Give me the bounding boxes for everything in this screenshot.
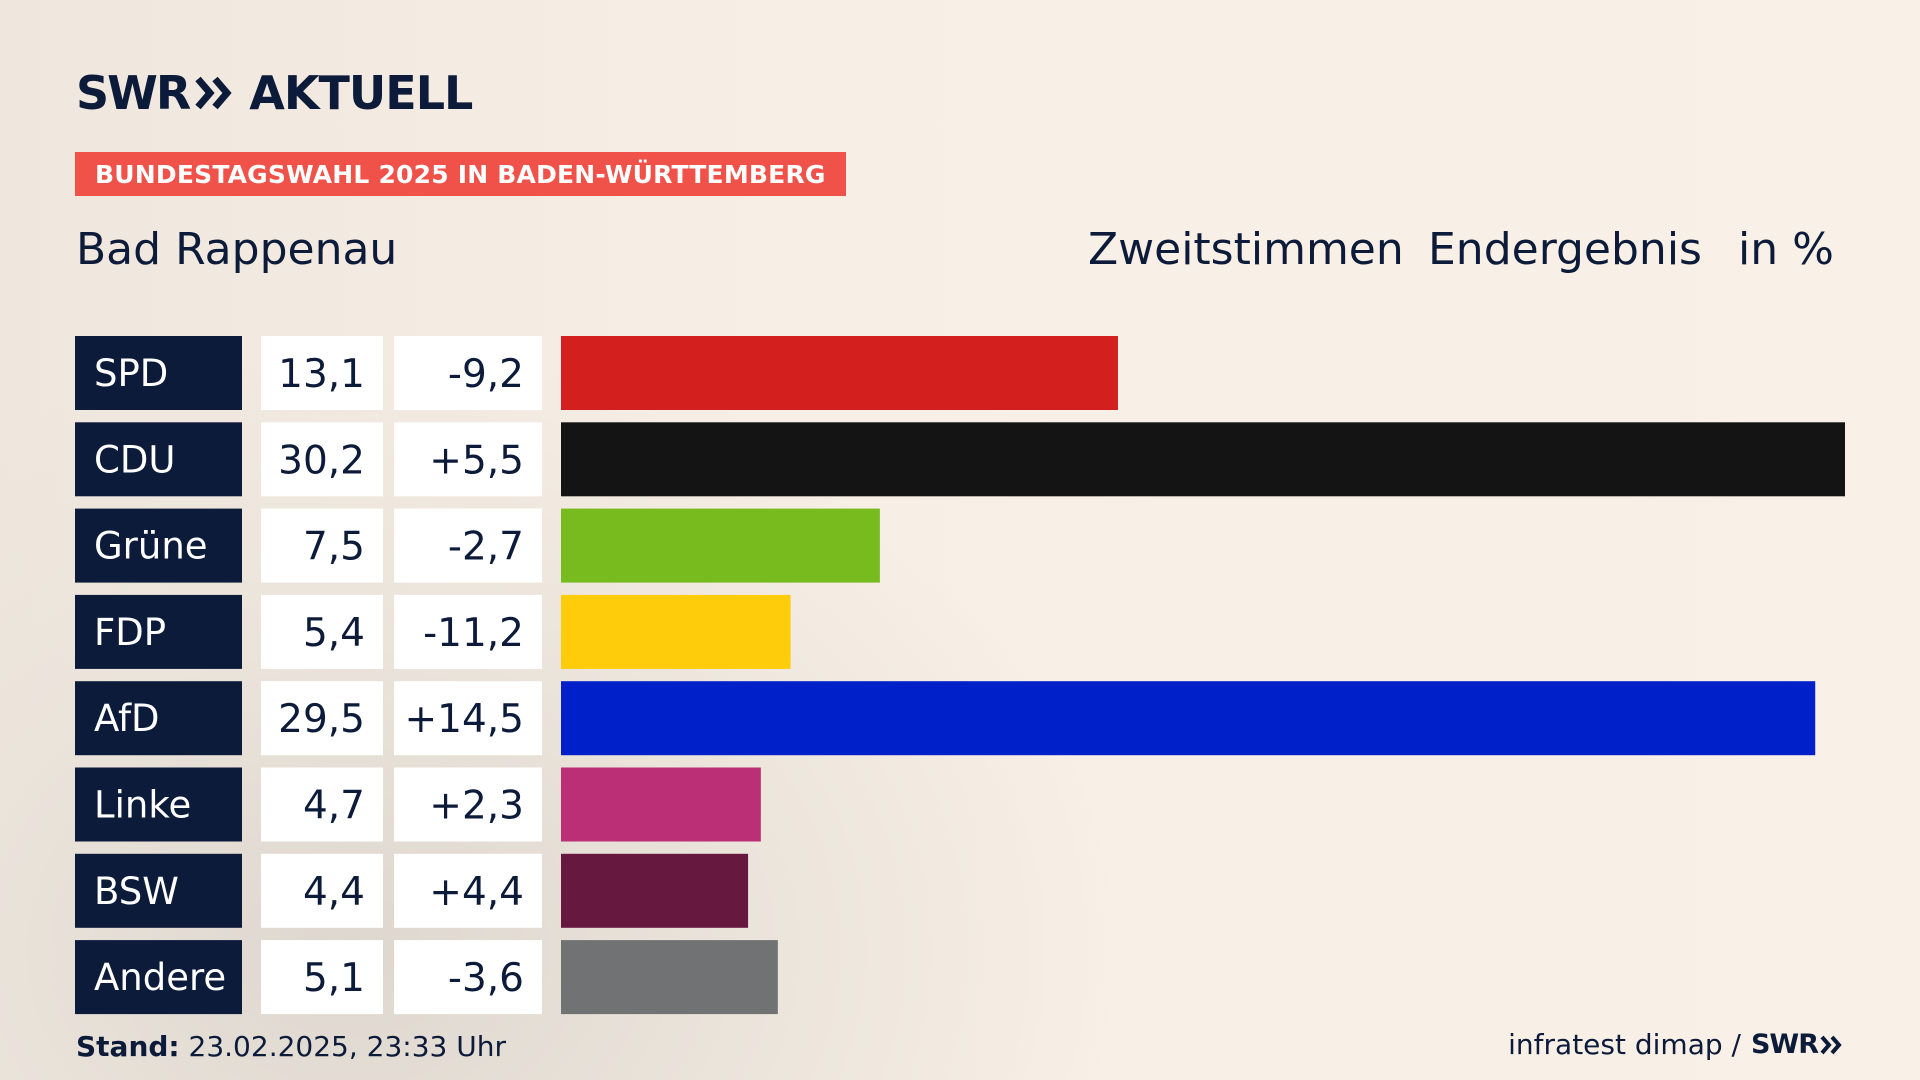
change-box-gr-ne: [394, 508, 542, 583]
value-box-bsw: [261, 853, 383, 928]
value-box-spd: [261, 336, 383, 410]
value-box-linke: [261, 767, 383, 842]
value-label-andere: 5,1: [303, 956, 365, 1001]
double-chevron-icon: [195, 76, 232, 110]
source-brand: SWR: [1750, 1029, 1819, 1060]
swr-aktuell-logo: SWR AKTUELL: [76, 66, 473, 120]
change-label-gr-ne: -2,7: [448, 525, 524, 570]
change-label-spd: -9,2: [448, 352, 524, 397]
vote-type-label: Zweitstimmen: [1088, 224, 1404, 275]
change-box-linke: [394, 767, 542, 842]
results-bar-chart: SPD 13,1 -9,2 CDU 30,2 +5,5 Grüne 7,5 -2,7 FDP 5,4…: [75, 336, 1845, 1015]
election-banner: BUNDESTAGSWAHL 2025 IN BADEN-WÜRTTEMBERG: [75, 152, 846, 196]
bar-gr-ne: [561, 508, 880, 583]
change-box-afd: [394, 681, 542, 756]
change-label-fdp: -11,2: [423, 611, 524, 656]
change-box-fdp: [394, 594, 542, 669]
value-label-spd: 13,1: [278, 352, 365, 397]
bar-fdp: [561, 594, 791, 669]
value-label-cdu: 30,2: [278, 438, 365, 483]
party-label-fdp: FDP: [94, 611, 166, 654]
change-box-andere: [394, 940, 542, 1015]
source-text: infratest dimap /: [1508, 1028, 1741, 1061]
stand-label: Stand:: [76, 1030, 180, 1063]
timestamp: Stand: 23.02.2025, 23:33 Uhr: [76, 1030, 506, 1063]
stand-value: 23.02.2025, 23:33 Uhr: [188, 1030, 506, 1063]
value-box-gr-ne: [261, 508, 383, 583]
party-label-linke: Linke: [94, 784, 191, 827]
change-box-spd: [394, 336, 542, 410]
bar-linke: [561, 767, 761, 842]
value-label-bsw: 4,4: [303, 870, 365, 915]
place-title: Bad Rappenau: [76, 224, 398, 275]
change-box-cdu: [394, 422, 542, 497]
change-label-afd: +14,5: [404, 697, 524, 742]
bar-afd: [561, 681, 1816, 756]
party-label-box-bsw: [75, 853, 242, 928]
bar-spd: [561, 336, 1118, 410]
party-label-box-gr-ne: [75, 508, 242, 583]
value-box-fdp: [261, 594, 383, 669]
value-label-fdp: 5,4: [303, 611, 365, 656]
value-box-afd: [261, 681, 383, 756]
value-label-afd: 29,5: [278, 697, 365, 742]
change-label-andere: -3,6: [448, 956, 524, 1001]
party-label-box-fdp: [75, 594, 242, 669]
value-label-linke: 4,7: [303, 784, 365, 829]
bar-bsw: [561, 853, 749, 928]
party-label-gr-ne: Grüne: [94, 525, 208, 568]
bar-cdu: [561, 422, 1845, 497]
party-label-andere: Andere: [94, 956, 226, 999]
double-chevron-small-icon: [1820, 1035, 1842, 1054]
logo-swr-text: SWR: [76, 66, 191, 120]
party-label-box-linke: [75, 767, 242, 842]
source-credit: infratest dimap / SWR: [1508, 1028, 1844, 1061]
change-label-linke: +2,3: [429, 784, 524, 829]
value-box-andere: [261, 940, 383, 1015]
value-label-gr-ne: 7,5: [303, 525, 365, 570]
change-box-bsw: [394, 853, 542, 928]
party-label-afd: AfD: [94, 697, 160, 740]
party-label-box-cdu: [75, 422, 242, 497]
result-status-label: Endergebnis: [1428, 224, 1702, 275]
change-label-bsw: +4,4: [429, 870, 524, 915]
party-label-box-afd: [75, 681, 242, 756]
party-label-spd: SPD: [94, 352, 168, 395]
party-label-bsw: BSW: [94, 870, 179, 913]
change-label-cdu: +5,5: [429, 438, 524, 483]
bar-andere: [561, 940, 778, 1015]
party-label-box-spd: [75, 336, 242, 410]
logo-aktuell-text: AKTUELL: [249, 66, 473, 120]
party-label-box-andere: [75, 940, 242, 1015]
party-label-cdu: CDU: [94, 438, 175, 481]
value-box-cdu: [261, 422, 383, 497]
unit-label: in %: [1738, 224, 1834, 275]
